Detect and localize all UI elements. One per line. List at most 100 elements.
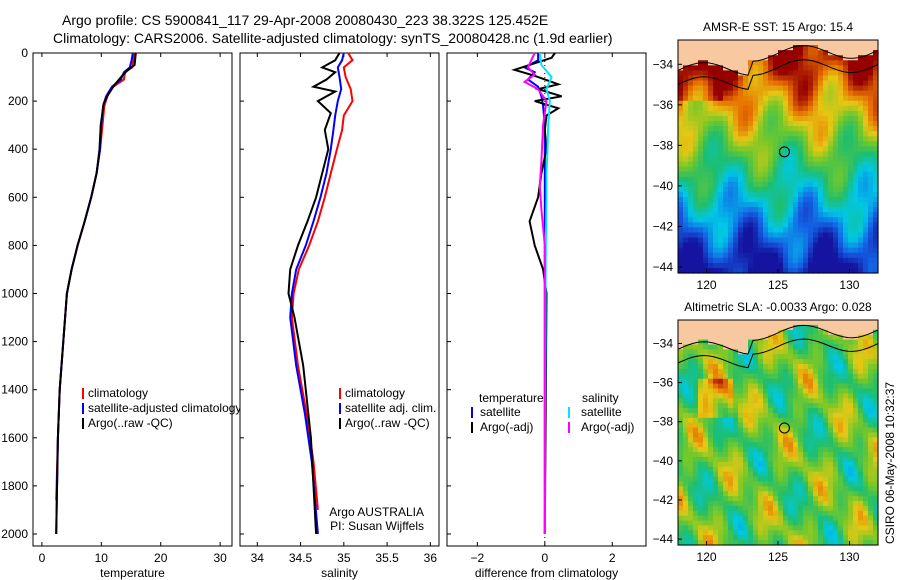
map-cell [818, 80, 824, 87]
y-tick-label: −40 [653, 454, 674, 468]
map-cell [818, 422, 824, 429]
map-cell [748, 515, 754, 522]
map-cell [813, 476, 819, 483]
map-cell [813, 186, 819, 193]
map-cell [743, 105, 749, 112]
map-cell [753, 146, 759, 153]
map-cell [778, 262, 784, 269]
map-cell [788, 344, 794, 350]
map-cell [683, 40, 689, 46]
map-cell [678, 126, 684, 132]
map-cell [773, 461, 779, 468]
map-cell [788, 540, 794, 546]
map-cell [808, 222, 814, 229]
map-cell [778, 339, 784, 346]
map-cell [813, 408, 819, 414]
map-cell [833, 476, 839, 483]
map-cell [818, 212, 824, 218]
sst-map-title: AMSR-E SST: 15 Argo: 15.4 [703, 20, 853, 34]
map-cell [733, 85, 739, 92]
map-cell [738, 359, 744, 365]
map-cell [783, 262, 789, 269]
map-cell [873, 151, 879, 158]
map-cell [678, 378, 684, 385]
map-cell [773, 525, 779, 531]
map-cell [803, 40, 809, 46]
map-cell [808, 232, 814, 239]
map-cell [768, 45, 774, 51]
map-cell [803, 373, 809, 380]
map-cell [838, 427, 844, 434]
map-cell [808, 136, 814, 142]
map-cell [843, 207, 849, 213]
map-cell [793, 320, 799, 326]
map-cell [783, 141, 789, 147]
map-cell [763, 476, 769, 483]
map-cell [693, 166, 699, 173]
map-cell [678, 329, 684, 336]
map-cell [823, 481, 829, 487]
map-cell [828, 403, 834, 409]
map-cell [858, 324, 864, 331]
map-cell [763, 186, 769, 193]
map-cell [773, 349, 779, 355]
map-cell [833, 176, 839, 183]
map-cell [723, 339, 729, 346]
map-cell [703, 329, 709, 336]
map-cell [783, 121, 789, 127]
map-cell [778, 151, 784, 158]
map-cell [818, 481, 824, 487]
map-cell [783, 181, 789, 188]
x-tick-label: 0 [541, 551, 548, 565]
map-cell [848, 217, 854, 223]
map-cell [728, 530, 734, 536]
map-cell [708, 520, 714, 527]
map-cell [688, 422, 694, 429]
map-cell [768, 217, 774, 223]
map-cell [678, 115, 684, 122]
map-cell [738, 146, 744, 153]
map-cell [728, 364, 734, 370]
map-cell [838, 146, 844, 153]
map-cell [683, 252, 689, 259]
map-cell [838, 115, 844, 122]
map-cell [688, 334, 694, 341]
map-cell [823, 227, 829, 234]
map-cell [758, 227, 764, 234]
map-cell [873, 422, 879, 429]
map-cell [813, 85, 819, 92]
map-cell [748, 486, 754, 492]
map-cell [733, 481, 739, 487]
map-cell [743, 320, 749, 326]
map-cell [823, 525, 829, 531]
map-cell [863, 267, 869, 274]
map-cell [693, 486, 699, 492]
map-cell [833, 166, 839, 173]
map-cell [678, 247, 684, 254]
map-cell [828, 388, 834, 394]
map-cell [743, 40, 749, 46]
map-cell [783, 339, 789, 346]
map-cell [678, 442, 684, 448]
map-cell [693, 136, 699, 142]
map-cell [733, 65, 739, 71]
map-cell [763, 412, 769, 419]
map-cell [868, 471, 874, 478]
map-cell [693, 466, 699, 473]
map-cell [813, 442, 819, 448]
map-cell [793, 466, 799, 473]
map-cell [853, 257, 859, 264]
map-cell [723, 136, 729, 142]
map-cell [768, 359, 774, 365]
map-cell [793, 171, 799, 178]
map-cell [823, 447, 829, 453]
map-cell [858, 151, 864, 158]
map-cell [753, 217, 759, 223]
map-cell [768, 408, 774, 414]
map-cell [798, 105, 804, 112]
map-cell [753, 515, 759, 522]
map-cell [873, 447, 879, 453]
map-cell [848, 191, 854, 198]
map-cell [743, 525, 749, 531]
map-cell [708, 40, 714, 46]
